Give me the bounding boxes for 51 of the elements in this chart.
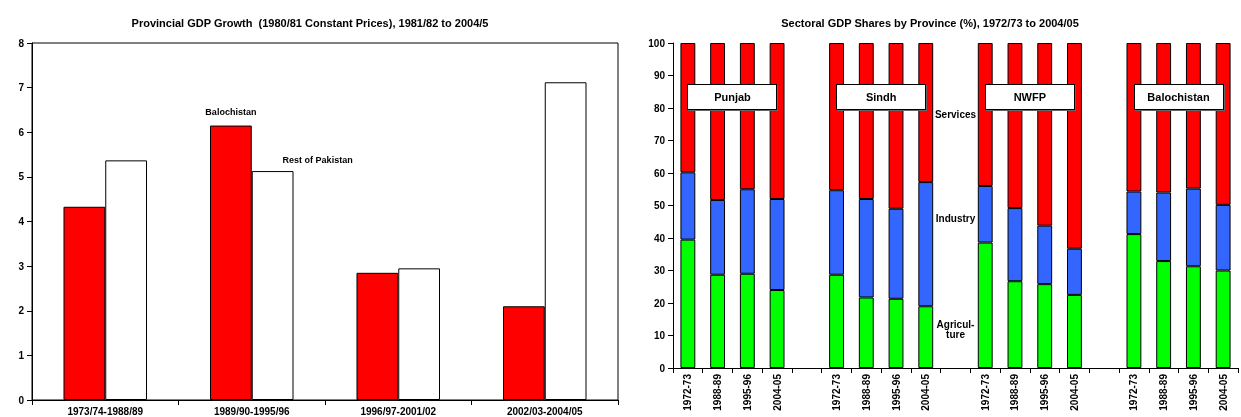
y-tick-label: 3 xyxy=(18,260,25,272)
x-tick-label: 1988-89 xyxy=(1009,373,1021,411)
x-tick-label: 1972-73 xyxy=(682,373,694,411)
y-tick-label: 8 xyxy=(18,37,25,49)
x-tick-label: 1972-73 xyxy=(831,373,843,411)
chart-title: Sectoral GDP Shares by Province (%), 1972/73 to 2004/05 xyxy=(781,16,1079,29)
x-tick-label: 1988-89 xyxy=(1158,373,1170,411)
y-tick-label: 0 xyxy=(659,362,666,374)
y-tick-label: 80 xyxy=(653,102,666,114)
x-tick-label: 2004-05 xyxy=(920,373,932,411)
y-tick-label: 6 xyxy=(18,126,25,138)
y-tick-label: 7 xyxy=(18,82,25,94)
series-label: Balochistan xyxy=(205,107,257,118)
name-box: Punjab xyxy=(687,84,778,111)
y-tick-label: 5 xyxy=(18,171,25,183)
y-tick-label: 30 xyxy=(653,265,666,276)
y-tick-label: 100 xyxy=(648,37,666,49)
x-tick-label: 1995-96 xyxy=(890,373,902,411)
y-tick-label: 0 xyxy=(18,394,25,406)
x-tick-label: 1988-89 xyxy=(860,373,872,411)
x-tick-label: 1972-73 xyxy=(979,373,991,411)
y-tick-label: 4 xyxy=(18,216,25,227)
name-box: NWFP xyxy=(984,84,1075,111)
chart-title: Provincial GDP Growth (1980/81 Constant Prices), 1981/82 to 2004/5 xyxy=(131,16,489,29)
x-tick-label: 1995-96 xyxy=(741,373,753,411)
x-tick-label: 2004-05 xyxy=(1217,373,1229,411)
y-tick-label: 1 xyxy=(18,349,25,361)
series-label: Services xyxy=(934,109,977,120)
name-box: Sindh xyxy=(836,84,927,111)
x-tick-label: 1989/90-1995/96 xyxy=(213,405,290,417)
x-tick-label: 1973/74-1988/89 xyxy=(67,405,144,417)
y-tick-label: 10 xyxy=(653,330,666,341)
y-tick-label: 2 xyxy=(18,305,25,317)
y-tick-label: 40 xyxy=(653,232,666,244)
y-tick-label: 60 xyxy=(653,167,666,179)
series-label: Rest of Pakistan xyxy=(282,154,353,165)
x-tick-label: 1972-73 xyxy=(1128,373,1140,411)
x-tick-label: 2004-05 xyxy=(1068,373,1080,411)
y-tick-label: 20 xyxy=(653,297,666,309)
y-tick-label: 50 xyxy=(653,200,666,211)
name-box: Balochistan xyxy=(1133,84,1224,111)
series-label: Agricul- ture xyxy=(936,318,975,340)
x-tick-label: 2002/03-2004/05 xyxy=(506,405,583,417)
x-tick-label: 1988-89 xyxy=(712,373,724,411)
x-tick-label: 2004-05 xyxy=(771,373,783,411)
x-tick-label: 1996/97-2001/02 xyxy=(360,405,437,417)
series-label: Industry xyxy=(935,213,976,224)
x-tick-label: 1995-96 xyxy=(1039,373,1051,411)
y-tick-label: 90 xyxy=(653,70,666,81)
x-tick-label: 1995-96 xyxy=(1187,373,1199,411)
y-tick-label: 70 xyxy=(653,135,666,146)
